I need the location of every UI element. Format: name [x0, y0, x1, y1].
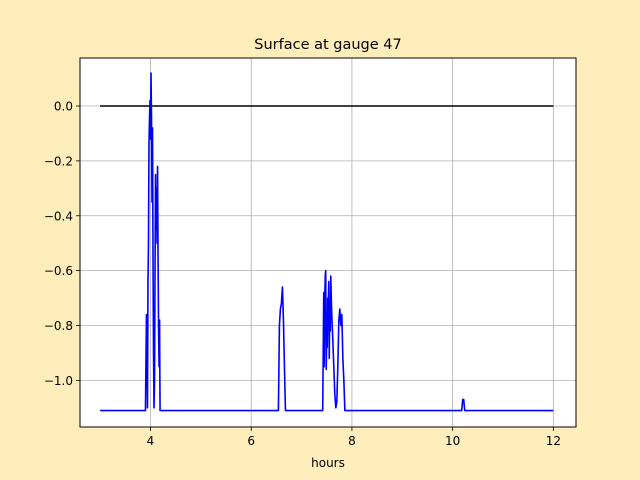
- x-axis-label: hours: [311, 456, 345, 470]
- y-axis-ticks: −1.0 −0.8 −0.6 −0.4 −0.2 0.0: [44, 100, 80, 388]
- x-tick-label: 4: [147, 434, 155, 448]
- x-tick-label: 6: [247, 434, 255, 448]
- plot-frame: [79, 57, 577, 428]
- y-tick-label: −0.8: [44, 319, 73, 333]
- y-tick-label: −1.0: [44, 374, 73, 388]
- y-tick-label: −0.4: [44, 209, 73, 223]
- x-tick-label: 10: [445, 434, 460, 448]
- y-tick-label: 0.0: [54, 100, 73, 114]
- surface-line: [100, 72, 554, 412]
- data-series: [100, 72, 554, 412]
- plot-area: [80, 58, 576, 427]
- chart-title: Surface at gauge 47: [254, 37, 402, 53]
- x-axis-ticks: 4 6 8 10 12: [147, 427, 561, 448]
- x-tick-label: 8: [348, 434, 356, 448]
- x-tick-label: 12: [546, 434, 561, 448]
- y-tick-label: −0.6: [44, 264, 73, 278]
- y-tick-label: −0.2: [44, 154, 73, 168]
